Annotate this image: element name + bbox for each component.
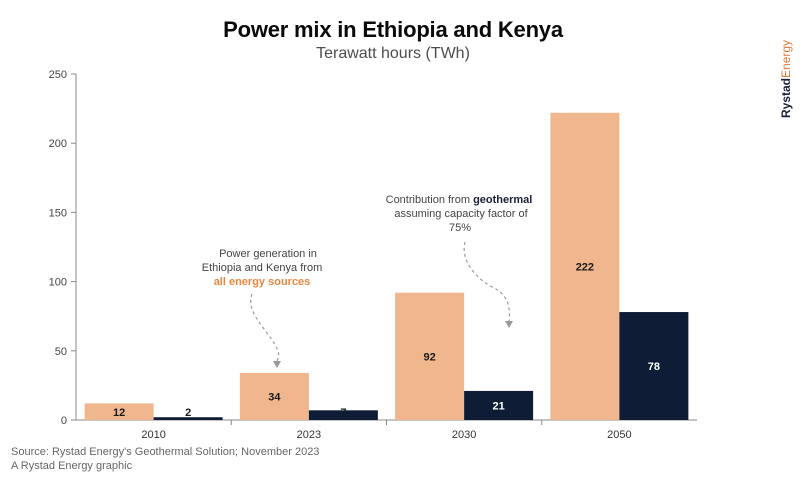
data-label: 92 — [424, 351, 436, 363]
y-tick-label: 50 — [55, 346, 67, 358]
y-tick-label: 250 — [49, 69, 67, 81]
x-tick-label: 2030 — [452, 429, 476, 441]
annotation-arrow-all-sources — [250, 293, 280, 363]
bar-all-sources-2030 — [395, 292, 465, 420]
chart-title: Power mix in Ethiopia and Kenya — [223, 17, 563, 42]
x-tick-label: 2010 — [141, 429, 165, 441]
bar-all-sources-2023 — [239, 372, 309, 420]
annotation-geothermal-line3: 75% — [449, 222, 471, 234]
bar-geothermal-2010 — [153, 417, 223, 420]
source-note: Source: Rystad Energy's Geothermal Solut… — [11, 445, 319, 473]
bar-geothermal-2023 — [308, 410, 378, 420]
x-tick-label: 2023 — [297, 429, 321, 441]
annotation-all-sources-highlight: all energy sources — [214, 276, 311, 288]
data-label: 21 — [493, 400, 505, 412]
y-tick-label: 150 — [49, 207, 67, 219]
y-tick-label: 100 — [49, 277, 67, 289]
y-tick-label: 200 — [49, 138, 67, 150]
data-label: 34 — [268, 391, 281, 403]
bar-geothermal-2030 — [464, 390, 534, 420]
annotation-all-sources-line2: Ethiopia and Kenya from — [202, 262, 322, 274]
data-label: 78 — [648, 361, 660, 373]
bar-all-sources-2010 — [84, 403, 154, 420]
annotation-geothermal-line1: Contribution from geothermal — [386, 194, 533, 206]
chart-subtitle: Terawatt hours (TWh) — [316, 45, 470, 62]
bar-all-sources-2050 — [550, 112, 620, 420]
data-label: 12 — [113, 407, 125, 419]
data-label: 222 — [576, 261, 594, 273]
annotation-arrowhead-geothermal — [505, 321, 513, 328]
annotation-arrowhead-all-sources — [273, 361, 281, 368]
annotation-arrow-geothermal — [463, 241, 510, 323]
graphic-credit: A Rystad Energy graphic — [11, 460, 133, 472]
source-line: Source: Rystad Energy's Geothermal Solut… — [11, 446, 320, 458]
data-label: 7 — [340, 407, 346, 419]
data-label: 2 — [185, 407, 191, 419]
y-tick-label: 0 — [61, 415, 67, 427]
annotation-geothermal-line2: assuming capacity factor of — [394, 208, 528, 220]
annotation-all-sources-line1: Power generation in — [219, 248, 317, 260]
bar-geothermal-2050 — [619, 312, 689, 420]
x-tick-label: 2050 — [607, 429, 631, 441]
